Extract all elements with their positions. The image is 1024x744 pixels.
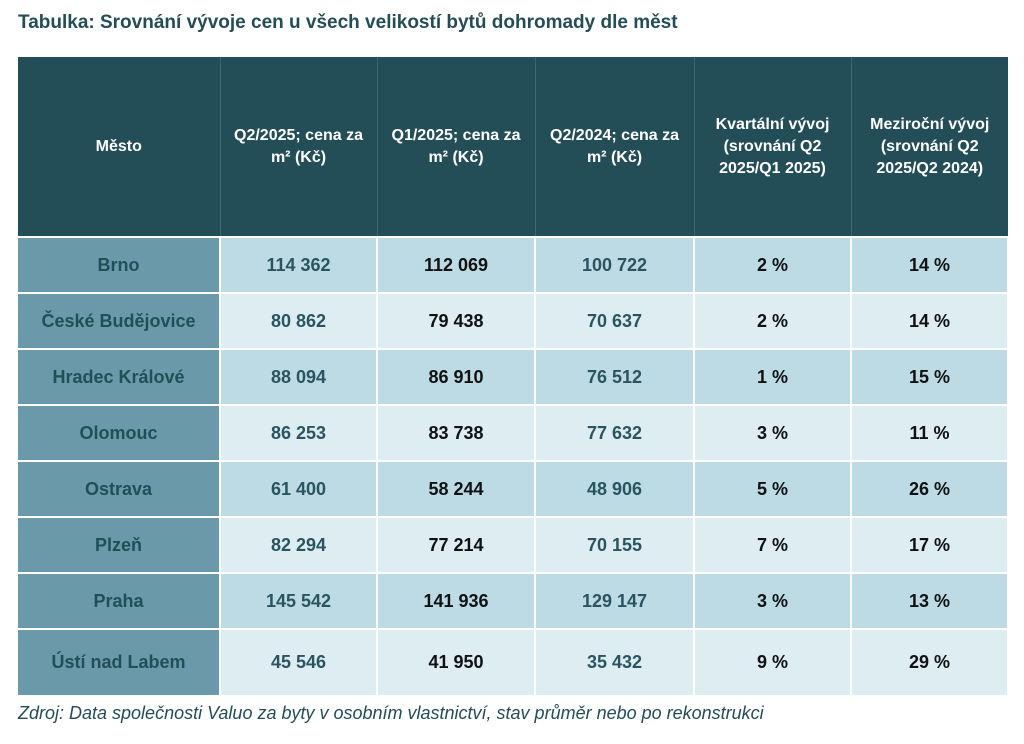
cell-yearly-change: 15 % bbox=[850, 348, 1009, 406]
cell-q2-2024: 70 637 bbox=[534, 292, 695, 350]
cell-yearly-change: 14 % bbox=[850, 236, 1009, 294]
table-row: Praha 145 542 141 936 129 147 3 % 13 % bbox=[18, 572, 1009, 630]
table-row: Ostrava 61 400 58 244 48 906 5 % 26 % bbox=[18, 460, 1009, 518]
cell-q2-2024: 76 512 bbox=[534, 348, 695, 406]
cell-q2-2024: 100 722 bbox=[534, 236, 695, 294]
cell-quarterly-change: 2 % bbox=[693, 292, 852, 350]
cell-quarterly-change: 3 % bbox=[693, 572, 852, 630]
cell-city: Hradec Králové bbox=[18, 348, 221, 406]
cell-quarterly-change: 7 % bbox=[693, 516, 852, 574]
table-row: Brno 114 362 112 069 100 722 2 % 14 % bbox=[18, 236, 1009, 294]
table-row: Ústí nad Labem 45 546 41 950 35 432 9 % 29 % bbox=[18, 628, 1009, 697]
price-comparison-table: Město Q2/2025; cena za m² (Kč) Q1/2025; ce… bbox=[18, 57, 1009, 697]
column-header-city: Město bbox=[18, 57, 220, 237]
cell-q2-2024: 48 906 bbox=[534, 460, 695, 518]
cell-yearly-change: 17 % bbox=[850, 516, 1009, 574]
cell-q1-2025: 83 738 bbox=[376, 404, 536, 462]
cell-q2-2025: 88 094 bbox=[219, 348, 378, 406]
table-row: Hradec Králové 88 094 86 910 76 512 1 % 15 % bbox=[18, 348, 1009, 406]
table-row: Plzeň 82 294 77 214 70 155 7 % 17 % bbox=[18, 516, 1009, 574]
cell-q2-2025: 82 294 bbox=[219, 516, 378, 574]
cell-q1-2025: 79 438 bbox=[376, 292, 536, 350]
cell-q2-2025: 114 362 bbox=[219, 236, 378, 294]
cell-q1-2025: 58 244 bbox=[376, 460, 536, 518]
table-row: Olomouc 86 253 83 738 77 632 3 % 11 % bbox=[18, 404, 1009, 462]
cell-city: Olomouc bbox=[18, 404, 221, 462]
cell-yearly-change: 26 % bbox=[850, 460, 1009, 518]
cell-q2-2024: 77 632 bbox=[534, 404, 695, 462]
cell-q2-2024: 70 155 bbox=[534, 516, 695, 574]
cell-city: Plzeň bbox=[18, 516, 221, 574]
cell-q1-2025: 141 936 bbox=[376, 572, 536, 630]
cell-q1-2025: 77 214 bbox=[376, 516, 536, 574]
cell-yearly-change: 14 % bbox=[850, 292, 1009, 350]
cell-city: České Budějovice bbox=[18, 292, 221, 350]
cell-city: Praha bbox=[18, 572, 221, 630]
table-row: České Budějovice 80 862 79 438 70 637 2 % 14 … bbox=[18, 292, 1009, 350]
cell-q1-2025: 86 910 bbox=[376, 348, 536, 406]
cell-quarterly-change: 5 % bbox=[693, 460, 852, 518]
column-header-q2-2024: Q2/2024; cena za m² (Kč) bbox=[534, 57, 694, 237]
cell-city: Brno bbox=[18, 236, 221, 294]
column-header-q2-2025: Q2/2025; cena za m² (Kč) bbox=[219, 57, 377, 237]
cell-q2-2025: 61 400 bbox=[219, 460, 378, 518]
cell-q1-2025: 112 069 bbox=[376, 236, 536, 294]
cell-q2-2024: 35 432 bbox=[534, 628, 695, 697]
cell-quarterly-change: 9 % bbox=[693, 628, 852, 697]
cell-city: Ostrava bbox=[18, 460, 221, 518]
cell-yearly-change: 29 % bbox=[850, 628, 1009, 697]
cell-q1-2025: 41 950 bbox=[376, 628, 536, 697]
cell-city: Ústí nad Labem bbox=[18, 628, 221, 697]
table-title: Tabulka: Srovnání vývoje cen u všech vel… bbox=[18, 12, 678, 33]
source-caption: Zdroj: Data společnosti Valuo za byty v … bbox=[18, 703, 764, 723]
cell-q2-2025: 86 253 bbox=[219, 404, 378, 462]
cell-q2-2024: 129 147 bbox=[534, 572, 695, 630]
cell-q2-2025: 80 862 bbox=[219, 292, 378, 350]
cell-yearly-change: 11 % bbox=[850, 404, 1009, 462]
cell-quarterly-change: 3 % bbox=[693, 404, 852, 462]
cell-quarterly-change: 2 % bbox=[693, 236, 852, 294]
column-header-yearly-change: Meziroční vývoj (srovnání Q2 2025/Q2 202… bbox=[850, 57, 1008, 237]
cell-q2-2025: 45 546 bbox=[219, 628, 378, 697]
column-header-q1-2025: Q1/2025; cena za m² (Kč) bbox=[376, 57, 535, 237]
cell-yearly-change: 13 % bbox=[850, 572, 1009, 630]
column-header-quarterly-change: Kvartální vývoj (srovnání Q2 2025/Q1 202… bbox=[693, 57, 851, 237]
cell-q2-2025: 145 542 bbox=[219, 572, 378, 630]
cell-quarterly-change: 1 % bbox=[693, 348, 852, 406]
